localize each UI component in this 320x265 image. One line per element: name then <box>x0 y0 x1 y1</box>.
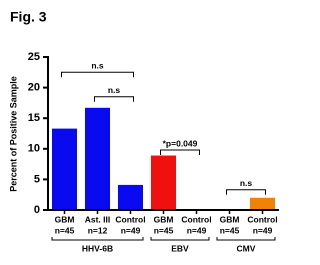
significance-bracket <box>160 149 200 156</box>
y-tick-label: 15 <box>28 112 40 124</box>
significance-bracket <box>61 71 134 78</box>
bar <box>52 128 77 210</box>
y-tick-label: 20 <box>28 82 40 94</box>
y-tick-label: 10 <box>28 143 40 155</box>
y-axis-label: Percent of Positive Sample <box>8 76 18 192</box>
group-label: EBV <box>171 243 189 253</box>
significance-label: n.s <box>240 178 253 188</box>
significance-bracket <box>226 189 266 195</box>
bar <box>118 184 143 210</box>
sample-size-label: n=49 <box>121 225 141 235</box>
x-tick-label: GBM <box>55 214 75 224</box>
bar <box>85 107 110 210</box>
significance-bracket <box>94 96 134 102</box>
bar <box>151 155 176 210</box>
sample-size-label: n=49 <box>187 225 207 235</box>
x-tick-label: Control <box>115 214 145 224</box>
significance-label: *p=0.049 <box>163 138 198 148</box>
x-tick-label: Control <box>181 214 211 224</box>
bar <box>250 197 275 210</box>
x-tick-label: GBM <box>154 214 174 224</box>
sample-size-label: n=45 <box>220 225 240 235</box>
y-tick-label: 0 <box>34 204 40 216</box>
group-bracket <box>216 237 276 241</box>
y-tick-label: 25 <box>28 51 40 63</box>
sample-size-label: n=49 <box>253 225 273 235</box>
group-label: HHV-6B <box>82 243 113 253</box>
x-tick-label: GBM <box>220 214 240 224</box>
group-label: CMV <box>237 243 256 253</box>
significance-label: n.s <box>108 85 121 95</box>
chart-title: Fig. 3 <box>10 9 47 25</box>
x-tick-label: Ast. III <box>85 214 111 224</box>
y-tick-label: 5 <box>34 173 40 185</box>
sample-size-label: n=45 <box>154 225 174 235</box>
x-tick-label: Control <box>247 214 277 224</box>
group-bracket <box>51 237 144 241</box>
sample-size-label: n=45 <box>55 225 75 235</box>
chart: Fig. 3 Percent of Positive Sample 0 5 10 15… <box>8 9 279 253</box>
significance-label: n.s <box>91 61 104 71</box>
sample-size-label: n=12 <box>88 225 108 235</box>
group-bracket <box>150 237 210 241</box>
